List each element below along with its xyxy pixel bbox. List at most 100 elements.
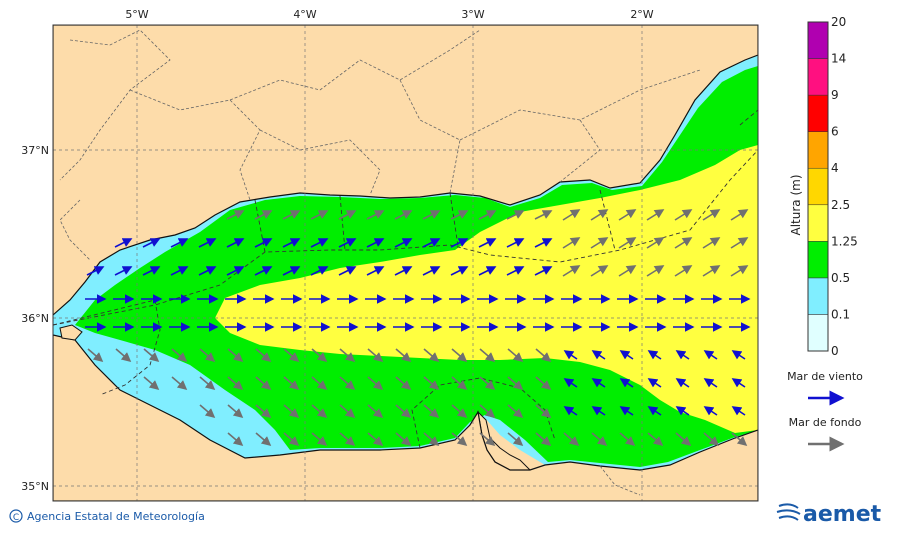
swell-arrow	[339, 432, 356, 447]
swell-arrow	[563, 432, 580, 447]
wind-sea-arrow	[563, 406, 578, 416]
wind-sea-arrow	[310, 238, 329, 248]
swell-arrow	[423, 432, 440, 447]
wind-sea-arrow	[282, 238, 301, 248]
wind-sea-arrow	[731, 406, 746, 416]
wind-sea-arrow	[170, 266, 189, 276]
wind-sea-arrow	[478, 238, 497, 248]
swell-arrow	[199, 348, 216, 363]
swell-arrow	[451, 404, 468, 419]
wind-sea-arrow	[731, 378, 746, 388]
wind-sea-arrow	[394, 238, 413, 248]
swell-arrow	[171, 348, 188, 363]
swell-arrow	[311, 376, 328, 391]
swell-arrow	[254, 210, 273, 220]
wind-sea-arrow	[170, 238, 189, 248]
swell-arrow	[674, 209, 693, 221]
swell-arrow	[702, 209, 721, 221]
wind-sea-arrow	[619, 406, 634, 416]
swell-arrow	[535, 376, 552, 391]
swell-arrow	[395, 348, 412, 363]
wind-sea-arrow	[675, 378, 690, 388]
wind-sea-arrow	[198, 266, 217, 276]
sea-high-zone	[215, 145, 758, 433]
swell-arrow	[646, 265, 665, 277]
wind-sea-arrow	[619, 350, 634, 360]
latitude-labels: 37°N 36°N 35°N	[21, 144, 49, 493]
swell-arrow	[479, 404, 496, 419]
swell-arrow	[255, 404, 272, 419]
colorbar-level-label: 2.5	[831, 198, 850, 212]
swell-arrow	[507, 348, 524, 363]
wind-sea-arrow	[478, 266, 497, 276]
wind-sea-arrow	[394, 266, 413, 276]
map-area	[53, 25, 758, 501]
colorbar-level-labels: 0 0.1 0.5 1.25 2.5 4 6 9 14 20	[831, 15, 858, 358]
swell-arrow	[395, 404, 412, 419]
swell-arrow	[367, 348, 384, 363]
lon-label-4w: 4°W	[293, 8, 316, 21]
swell-arrow	[395, 376, 412, 391]
wind-sea-arrow	[254, 266, 273, 276]
swell-arrow	[367, 376, 384, 391]
swell-arrow	[450, 210, 469, 220]
colorbar-level-label: 0	[831, 344, 839, 358]
swell-arrow	[618, 209, 637, 221]
swell-arrow	[255, 348, 272, 363]
colorbar-level-label: 9	[831, 88, 839, 102]
swell-arrow	[535, 432, 552, 447]
wind-sea-arrow	[142, 238, 161, 248]
wind-sea-arrow	[254, 238, 273, 248]
map-frame	[52, 24, 759, 502]
swell-arrow	[423, 376, 440, 391]
wind-sea-arrow	[310, 266, 329, 276]
wind-sea-arrow	[86, 266, 105, 276]
lat-label-35n: 35°N	[21, 480, 49, 493]
lon-label-3w: 3°W	[461, 8, 484, 21]
wind-sea-arrow	[619, 378, 634, 388]
swell-arrow	[199, 376, 216, 391]
wind-sea-arrow	[591, 406, 606, 416]
colorbar-swatch	[807, 277, 829, 315]
wind-sea-arrow	[338, 238, 357, 248]
copyright-icon-glyph: C	[13, 513, 19, 523]
swell-arrow	[479, 432, 496, 447]
swell-arrow	[339, 376, 356, 391]
wind-sea-arrow	[198, 238, 217, 248]
swell-arrow	[367, 404, 384, 419]
swell-arrow	[618, 265, 637, 277]
wind-sea-arrow	[675, 350, 690, 360]
wind-sea-arrow	[506, 266, 525, 276]
swell-arrow	[310, 210, 329, 220]
swell-arrow	[451, 432, 468, 447]
wind-sea-arrow	[114, 238, 133, 248]
swell-arrow	[394, 210, 413, 220]
graticule	[53, 25, 758, 501]
swell-arrow	[507, 376, 524, 391]
swell-arrow	[591, 432, 608, 447]
longitude-labels: 5°W 4°W 3°W 2°W	[125, 8, 653, 21]
swell-arrow	[702, 237, 721, 249]
swell-arrow	[311, 348, 328, 363]
swell-arrow	[423, 348, 440, 363]
colorbar: 0 0.1 0.5 1.25 2.5 4 6 9 14 20 Altura (m)	[789, 15, 858, 358]
wind-sea-arrow	[591, 350, 606, 360]
swell-arrow	[507, 404, 524, 419]
swell-arrow	[338, 210, 357, 220]
wind-sea-arrow	[422, 238, 441, 248]
swell-arrow	[479, 348, 496, 363]
wind-sea-arrow	[450, 266, 469, 276]
colorbar-swatch	[807, 314, 829, 352]
swell-arrow	[674, 237, 693, 249]
arrow-legend: Mar de viento Mar de fondo	[787, 370, 863, 452]
swell-arrow	[674, 265, 693, 277]
swell-arrow	[590, 265, 609, 277]
colorbar-level-label: 6	[831, 125, 839, 139]
wind-sea-arrow	[366, 266, 385, 276]
wind-sea-arrow	[226, 238, 245, 248]
swell-arrow	[562, 209, 581, 221]
swell-arrow	[395, 432, 412, 447]
colorbar-level-label: 0.1	[831, 307, 850, 321]
lat-label-37n: 37°N	[21, 144, 49, 157]
